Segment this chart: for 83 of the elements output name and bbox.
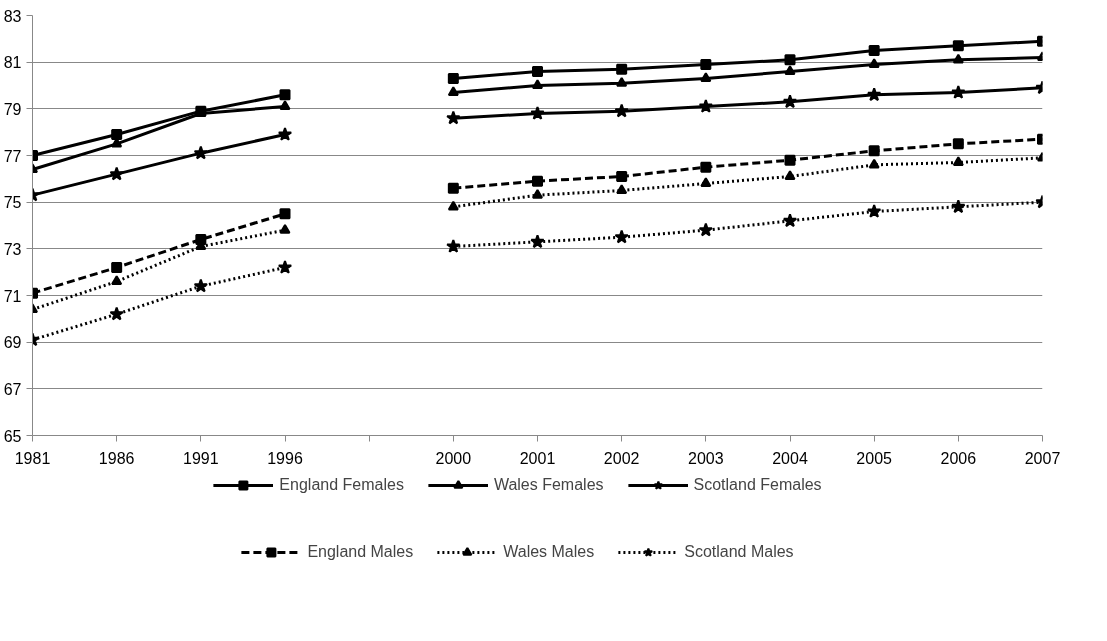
x-tick-label: 2005 — [856, 449, 893, 467]
point — [279, 208, 291, 220]
point — [614, 229, 629, 244]
point — [109, 166, 124, 181]
point — [698, 99, 714, 113]
point — [700, 59, 712, 70]
legend-label: England Females — [279, 476, 404, 494]
point — [279, 223, 291, 234]
legend-label: England Males — [307, 543, 414, 561]
y-tick-label: 71 — [3, 287, 22, 305]
point — [952, 53, 964, 64]
legend-label: Wales Males — [503, 543, 595, 561]
y-tick-label: 79 — [3, 100, 22, 118]
point — [446, 239, 461, 253]
point — [784, 154, 796, 166]
point — [193, 145, 209, 160]
x-tick-label: 2006 — [940, 449, 977, 467]
point — [616, 63, 628, 75]
point — [532, 66, 543, 77]
point — [866, 87, 882, 102]
x-tick-label: 1991 — [183, 449, 219, 467]
point — [532, 188, 543, 199]
x-tick-label: 2000 — [435, 449, 472, 467]
point — [277, 127, 293, 141]
point — [951, 199, 966, 214]
point — [193, 278, 209, 293]
y-tick-label: 65 — [3, 427, 22, 445]
point — [279, 89, 291, 101]
point — [279, 100, 291, 111]
y-tick-label: 75 — [3, 194, 22, 212]
point — [782, 94, 798, 109]
x-tick-label: 2002 — [603, 449, 640, 467]
x-tick-label: 2007 — [1024, 449, 1061, 467]
point — [952, 138, 964, 150]
x-tick-label: 2004 — [772, 449, 808, 467]
x-tick-label: 1996 — [267, 449, 303, 467]
x-tick-label: 1986 — [98, 449, 135, 467]
point — [700, 177, 712, 188]
point — [952, 156, 964, 167]
point — [868, 158, 880, 169]
legend-label: Wales Females — [493, 476, 604, 494]
point — [616, 171, 628, 182]
point — [530, 234, 545, 249]
point — [868, 58, 880, 69]
point — [952, 40, 964, 52]
point — [782, 213, 798, 228]
point — [784, 65, 796, 76]
point — [700, 72, 712, 83]
point — [700, 161, 712, 173]
point — [698, 222, 714, 237]
point — [446, 110, 461, 125]
point — [868, 45, 880, 56]
y-tick-label: 67 — [3, 380, 22, 398]
point — [532, 79, 543, 90]
point — [784, 54, 796, 66]
point — [532, 175, 543, 187]
y-tick-label: 77 — [3, 147, 22, 165]
y-tick-label: 83 — [3, 7, 22, 25]
legend-label: Scotland Males — [684, 543, 794, 561]
legend-label: Scotland Females — [693, 476, 822, 494]
point — [447, 200, 459, 211]
y-tick-label: 69 — [3, 334, 22, 352]
point — [784, 170, 796, 181]
point — [109, 306, 124, 321]
point — [868, 145, 880, 157]
point — [616, 184, 628, 195]
x-tick-label: 2001 — [519, 449, 556, 467]
point — [951, 85, 966, 99]
point — [614, 103, 629, 118]
point — [447, 73, 459, 84]
point — [111, 275, 123, 286]
point — [530, 106, 545, 120]
point — [111, 129, 123, 140]
y-tick-label: 73 — [3, 240, 22, 258]
y-tick-label: 81 — [3, 54, 22, 72]
point — [616, 76, 628, 87]
point — [447, 86, 459, 97]
point — [447, 182, 459, 194]
point — [277, 260, 293, 274]
x-tick-label: 1981 — [14, 449, 51, 467]
point — [111, 262, 123, 273]
point — [866, 204, 882, 218]
x-tick-label: 2003 — [688, 449, 724, 467]
